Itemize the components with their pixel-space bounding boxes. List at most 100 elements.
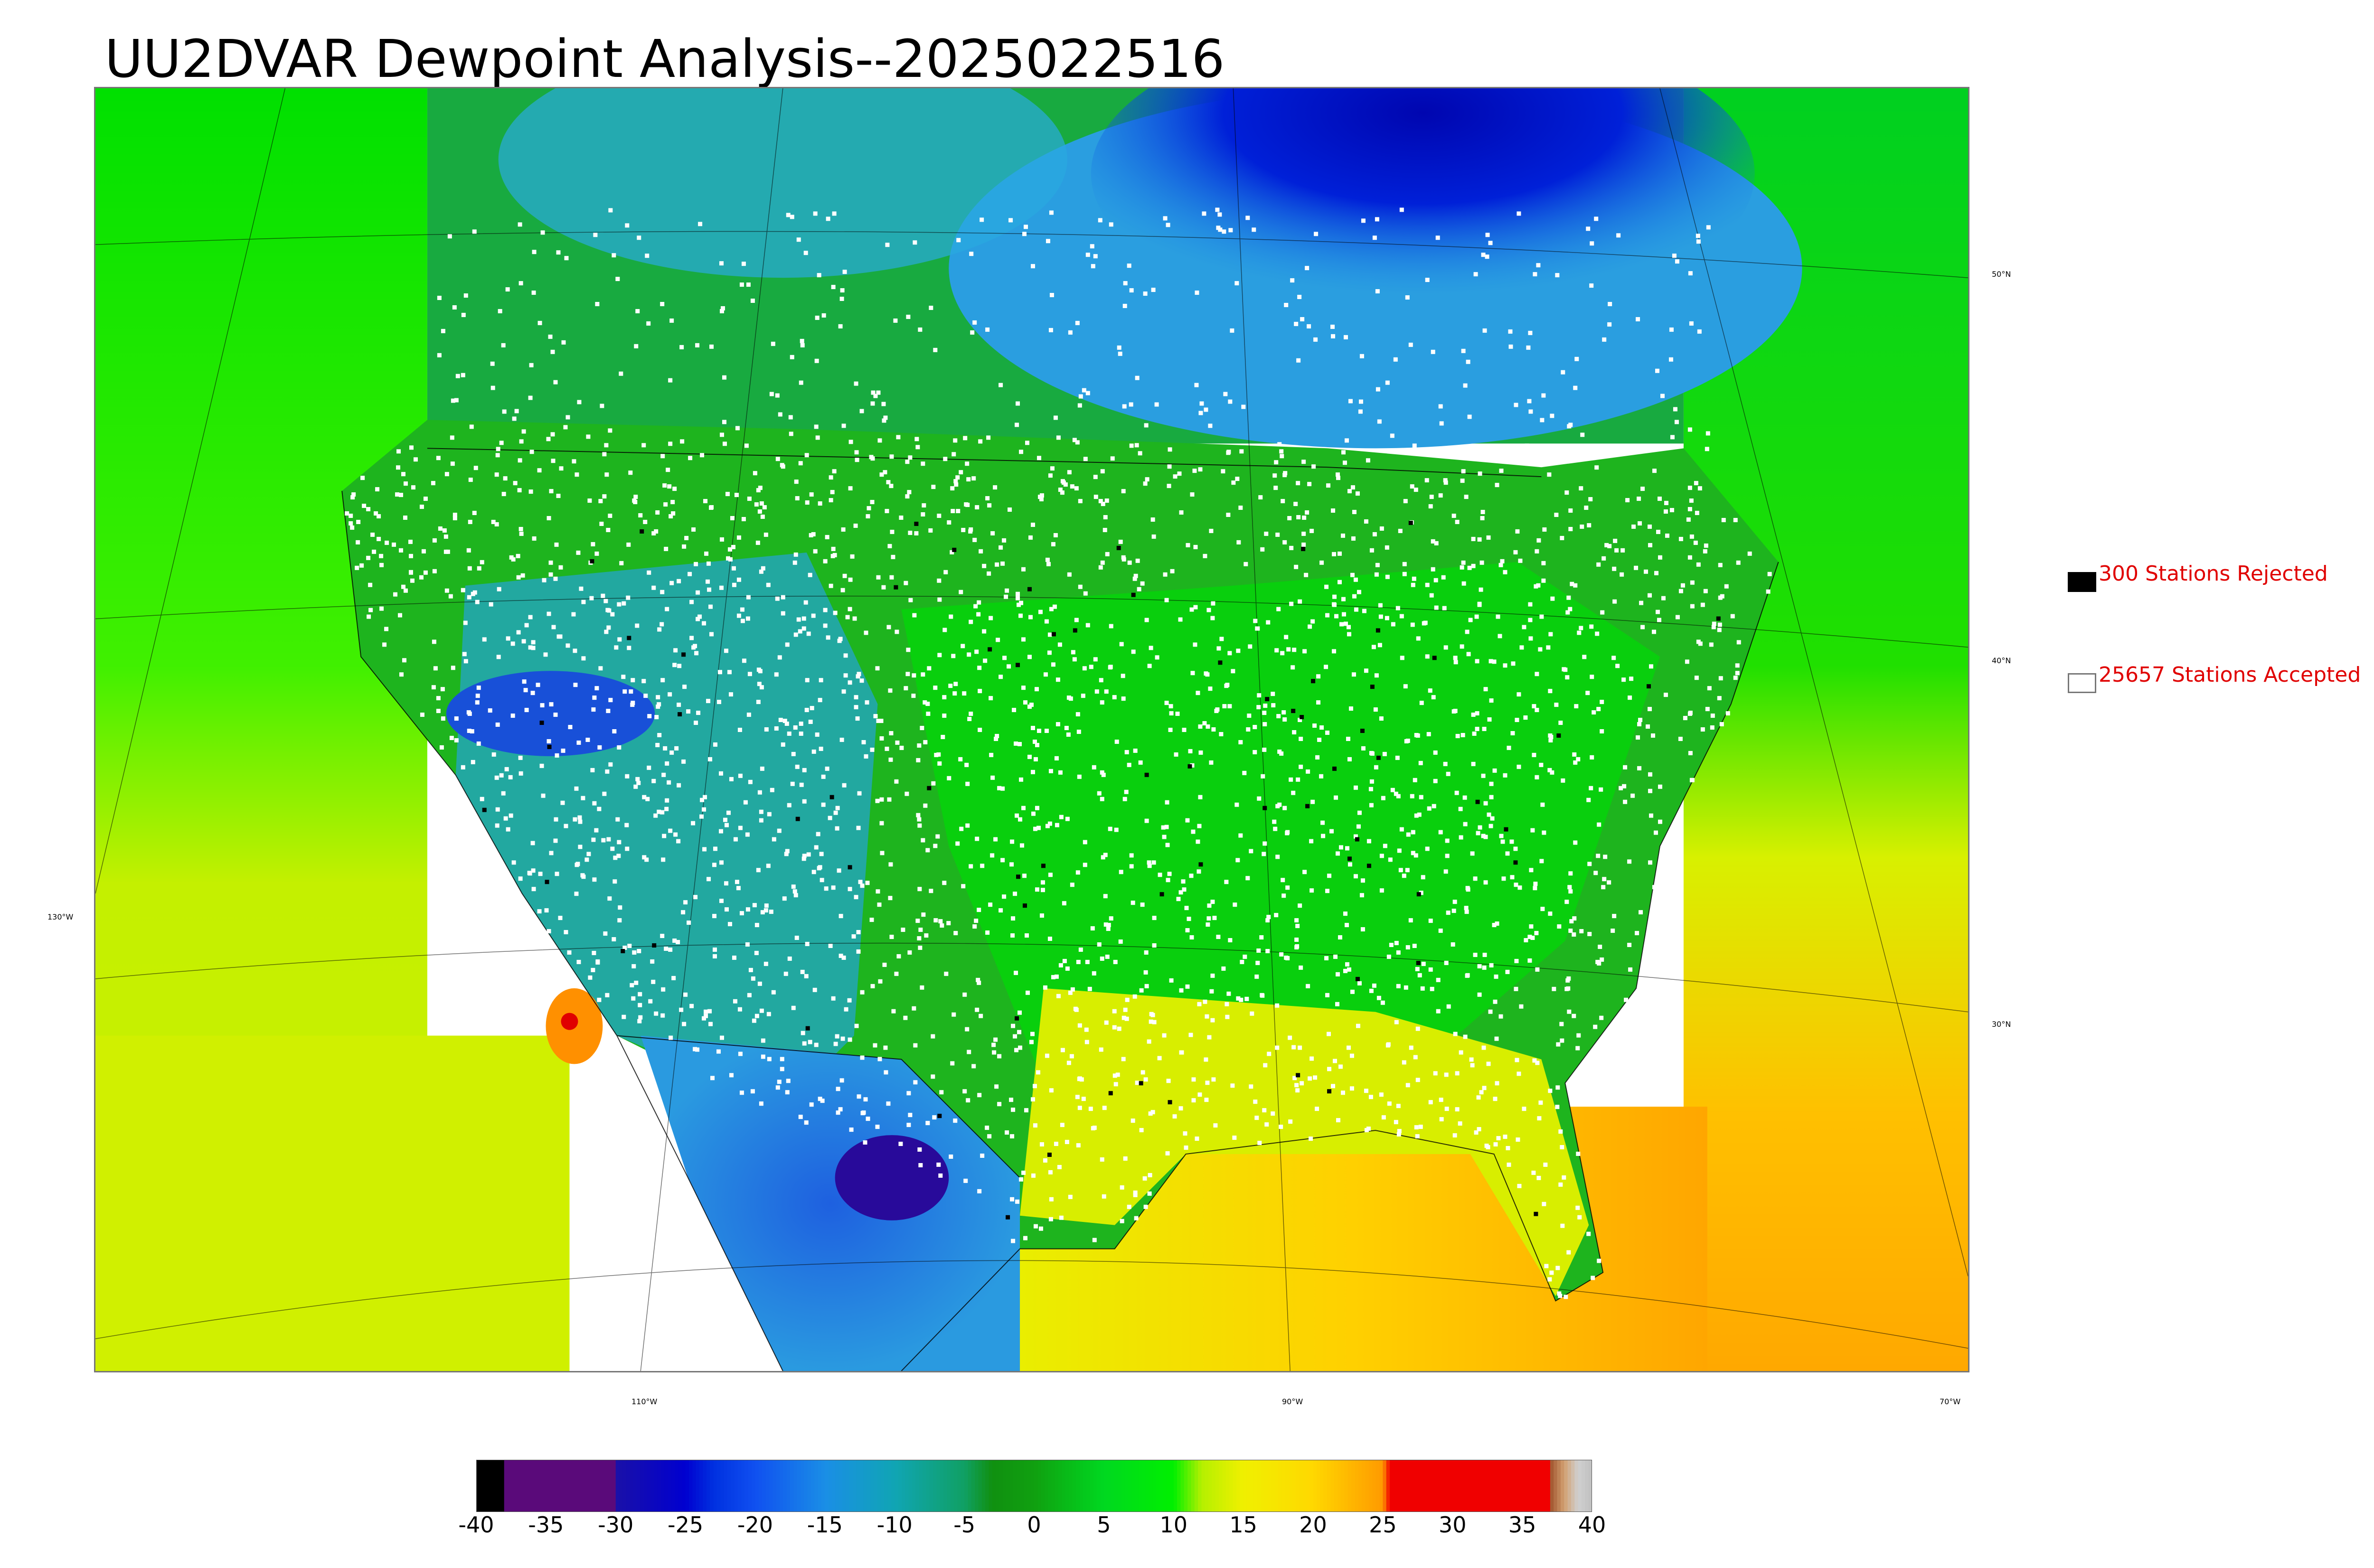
- station-accepted-marker: [379, 554, 384, 558]
- colorbar-segment: [964, 1460, 969, 1512]
- station-accepted-marker: [546, 739, 551, 743]
- station-accepted-marker: [558, 565, 563, 570]
- station-accepted-marker: [1347, 862, 1352, 867]
- station-accepted-marker: [1573, 385, 1578, 390]
- station-accepted-marker: [1225, 683, 1230, 687]
- station-accepted-marker: [1035, 806, 1039, 810]
- colorbar-segment: [1574, 1460, 1579, 1512]
- station-accepted-marker: [1515, 718, 1519, 723]
- station-accepted-marker: [1541, 393, 1546, 398]
- station-accepted-marker: [1542, 1202, 1546, 1206]
- station-accepted-marker: [553, 838, 558, 843]
- station-accepted-marker: [1173, 474, 1178, 479]
- colorbar-tick-label: -25: [668, 1512, 704, 1538]
- station-accepted-marker: [627, 943, 632, 948]
- station-accepted-marker: [722, 375, 726, 380]
- station-accepted-marker: [496, 655, 501, 659]
- station-accepted-marker: [719, 585, 724, 590]
- station-accepted-marker: [1121, 1015, 1126, 1020]
- station-accepted-marker: [1070, 484, 1074, 489]
- station-accepted-marker: [1134, 1216, 1139, 1221]
- station-accepted-marker: [656, 695, 660, 700]
- colorbar-segment: [1477, 1460, 1481, 1512]
- station-accepted-marker: [1129, 402, 1133, 407]
- station-accepted-marker: [657, 702, 661, 707]
- station-accepted-marker: [1222, 704, 1227, 709]
- station-accepted-marker: [877, 902, 882, 907]
- station-accepted-marker: [1372, 983, 1376, 988]
- station-accepted-marker: [1253, 750, 1257, 754]
- station-accepted-marker: [1597, 961, 1602, 966]
- station-accepted-marker: [696, 590, 700, 595]
- station-accepted-marker: [999, 545, 1003, 550]
- station-accepted-marker: [1549, 1270, 1554, 1275]
- station-accepted-marker: [637, 948, 641, 953]
- station-accepted-marker: [655, 742, 660, 747]
- station-rejected-marker: [1332, 766, 1337, 771]
- station-rejected-marker: [1355, 976, 1360, 981]
- station-rejected-marker: [545, 880, 549, 884]
- station-accepted-marker: [1454, 790, 1459, 795]
- station-accepted-marker: [965, 1027, 970, 1032]
- station-accepted-marker: [976, 612, 981, 617]
- station-accepted-marker: [828, 943, 833, 948]
- colorbar-segment: [598, 1460, 603, 1512]
- station-rejected-marker: [1416, 892, 1421, 897]
- station-accepted-marker: [838, 1107, 843, 1112]
- station-accepted-marker: [1010, 839, 1015, 844]
- station-accepted-marker: [1074, 486, 1079, 491]
- station-accepted-marker: [1288, 1119, 1293, 1124]
- station-accepted-marker: [603, 599, 608, 603]
- colorbar-segment: [968, 1460, 972, 1512]
- station-accepted-marker: [1507, 745, 1511, 750]
- station-accepted-marker: [586, 852, 591, 856]
- station-accepted-marker: [982, 563, 987, 568]
- station-accepted-marker: [875, 666, 880, 671]
- station-accepted-marker: [814, 845, 819, 850]
- station-accepted-marker: [1480, 510, 1485, 515]
- station-accepted-marker: [1284, 302, 1289, 307]
- station-accepted-marker: [603, 931, 608, 936]
- station-accepted-marker: [1441, 575, 1446, 580]
- colorbar-segment: [1344, 1460, 1348, 1512]
- station-accepted-marker: [707, 1009, 712, 1014]
- station-accepted-marker: [785, 849, 790, 854]
- station-accepted-marker: [455, 374, 460, 378]
- station-accepted-marker: [442, 528, 447, 533]
- station-accepted-marker: [1439, 1117, 1444, 1122]
- station-accepted-marker: [710, 1076, 715, 1080]
- station-accepted-marker: [1005, 1130, 1009, 1135]
- station-accepted-marker: [540, 703, 545, 708]
- station-accepted-marker: [1459, 835, 1463, 840]
- colorbar-segment: [1246, 1460, 1251, 1512]
- station-accepted-marker: [1651, 733, 1656, 738]
- station-accepted-marker: [1474, 614, 1479, 619]
- station-accepted-marker: [612, 729, 617, 733]
- station-accepted-marker: [1090, 926, 1095, 931]
- station-accepted-marker: [1623, 799, 1628, 804]
- station-accepted-marker: [528, 615, 533, 620]
- station-accepted-marker: [1221, 469, 1225, 474]
- station-accepted-marker: [1299, 965, 1303, 970]
- station-accepted-marker: [1411, 851, 1415, 855]
- station-accepted-marker: [1596, 562, 1601, 567]
- station-accepted-marker: [510, 641, 515, 646]
- station-accepted-marker: [1710, 714, 1715, 718]
- station-accepted-marker: [1600, 610, 1605, 615]
- station-accepted-marker: [1306, 984, 1310, 988]
- station-accepted-marker: [1308, 1076, 1312, 1081]
- station-accepted-marker: [1535, 708, 1539, 713]
- station-accepted-marker: [1316, 674, 1321, 679]
- station-accepted-marker: [794, 936, 799, 940]
- station-accepted-marker: [1168, 704, 1173, 709]
- colorbar-segment: [915, 1460, 920, 1512]
- station-accepted-marker: [735, 880, 739, 884]
- station-accepted-marker: [831, 996, 836, 1001]
- station-accepted-marker: [1106, 923, 1111, 928]
- station-accepted-marker: [1332, 594, 1337, 599]
- station-accepted-marker: [1135, 376, 1140, 380]
- station-accepted-marker: [539, 763, 544, 768]
- station-accepted-marker: [1608, 302, 1612, 306]
- station-accepted-marker: [908, 455, 913, 460]
- station-accepted-marker: [420, 713, 424, 717]
